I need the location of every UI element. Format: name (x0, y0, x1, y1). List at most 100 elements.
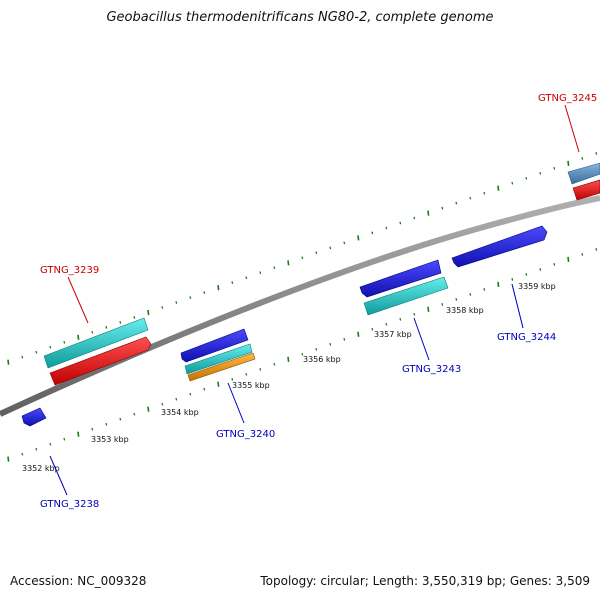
tick-minor (413, 312, 416, 316)
tick-minor (133, 316, 136, 319)
gene-features-forward (43, 162, 600, 386)
accession-text: Accession: NC_009328 (10, 574, 147, 588)
scale-labels: 3352 kbp 3353 kbp 3354 kbp 3355 kbp 3356… (22, 282, 556, 473)
tick-minor (371, 231, 374, 235)
leader-3245 (564, 104, 580, 153)
cds-blue-3238[interactable] (21, 407, 47, 427)
topology-text: Topology: circular; Length: 3,550,319 bp… (260, 574, 590, 588)
tick-minor (203, 291, 206, 294)
tick-minor (273, 362, 276, 366)
tick-minor (539, 268, 542, 271)
leader-3239 (67, 276, 89, 324)
cds-blue-3244[interactable] (451, 225, 548, 268)
tick-minor (469, 196, 472, 200)
tick-minor (539, 171, 542, 175)
tick-minor (161, 402, 164, 406)
tick-minor (511, 181, 514, 185)
tick-minor (161, 306, 164, 309)
tick-major (567, 160, 570, 166)
tick-minor (455, 201, 458, 205)
tick-minor (35, 447, 38, 451)
tick-minor (315, 347, 318, 351)
tick-major (497, 185, 500, 191)
gene-labels: GTNG_3239 GTNG_3245 GTNG_3238 GTNG_3240 … (40, 93, 597, 510)
tick-major (147, 406, 150, 412)
genome-backbone (0, 195, 600, 417)
tick-minor (483, 191, 486, 195)
cds-red-3239[interactable] (49, 336, 152, 386)
tick-minor (245, 372, 248, 376)
tick-minor (91, 330, 94, 334)
tick-minor (553, 263, 556, 266)
tick-minor (231, 281, 234, 284)
tick-minor (385, 226, 388, 230)
tick-major (427, 210, 430, 216)
cds-blue-3240[interactable] (180, 328, 249, 363)
scale-label-3356: 3356 kbp (303, 355, 341, 364)
cds-orange-3240[interactable] (187, 352, 256, 382)
tick-minor (371, 327, 374, 331)
tick-major (7, 359, 10, 365)
gene-label-3245[interactable]: GTNG_3245 (538, 93, 597, 104)
cds-cyan-3240[interactable] (184, 343, 253, 375)
leader-3238 (49, 455, 68, 496)
tick-minor (119, 321, 122, 324)
tick-major (217, 381, 220, 387)
tick-minor (301, 256, 304, 260)
tick-marks (7, 152, 598, 462)
tick-minor (469, 293, 472, 296)
tick-major (357, 235, 360, 241)
tick-minor (301, 352, 304, 356)
tick-minor (63, 340, 66, 344)
gene-label-3240[interactable]: GTNG_3240 (216, 429, 275, 440)
scale-label-3359: 3359 kbp (518, 282, 556, 291)
cds-blue-3243[interactable] (359, 259, 442, 298)
tick-minor (105, 326, 108, 329)
tick-minor (231, 377, 234, 381)
tick-minor (175, 397, 178, 401)
scale-label-3355: 3355 kbp (232, 381, 270, 390)
gene-features-reverse (21, 225, 548, 427)
gene-label-3239[interactable]: GTNG_3239 (40, 265, 99, 276)
tick-major (357, 331, 360, 337)
gene-label-3238[interactable]: GTNG_3238 (40, 499, 99, 510)
tick-minor (525, 273, 528, 276)
tick-minor (175, 301, 178, 304)
tick-minor (315, 251, 318, 255)
tick-minor (203, 387, 206, 391)
tick-minor (343, 337, 346, 341)
tick-minor (63, 437, 66, 441)
tick-minor (399, 221, 402, 225)
tick-minor (329, 246, 332, 250)
map-title: Geobacillus thermodenitrificans NG80-2, … (106, 10, 494, 25)
tick-major (497, 281, 500, 287)
cds-cyan-3243[interactable] (363, 276, 449, 316)
tick-minor (35, 350, 38, 354)
tick-minor (189, 296, 192, 299)
tick-minor (259, 367, 262, 371)
scale-label-3353: 3353 kbp (91, 435, 129, 444)
tick-minor (483, 288, 486, 291)
gene-label-3243[interactable]: GTNG_3243 (402, 364, 461, 375)
tick-minor (511, 278, 514, 281)
tick-minor (455, 298, 458, 301)
cds-cyan-3239[interactable] (43, 317, 149, 369)
cds-red-3245[interactable] (572, 179, 600, 201)
tick-minor (21, 355, 24, 359)
tick-minor (441, 303, 444, 306)
tick-minor (91, 427, 94, 431)
tick-minor (441, 206, 444, 210)
tick-minor (329, 342, 332, 346)
tick-major (567, 256, 570, 262)
gene-label-3244[interactable]: GTNG_3244 (497, 332, 556, 343)
tick-minor (119, 417, 122, 421)
tick-minor (413, 216, 416, 220)
tick-minor (343, 241, 346, 245)
cds-steel-3245[interactable] (567, 162, 600, 185)
scale-label-3358: 3358 kbp (446, 306, 484, 315)
tick-minor (385, 322, 388, 326)
tick-minor (133, 412, 136, 416)
tick-major (77, 431, 80, 437)
scale-label-3352: 3352 kbp (22, 464, 60, 473)
tick-major (7, 456, 10, 462)
